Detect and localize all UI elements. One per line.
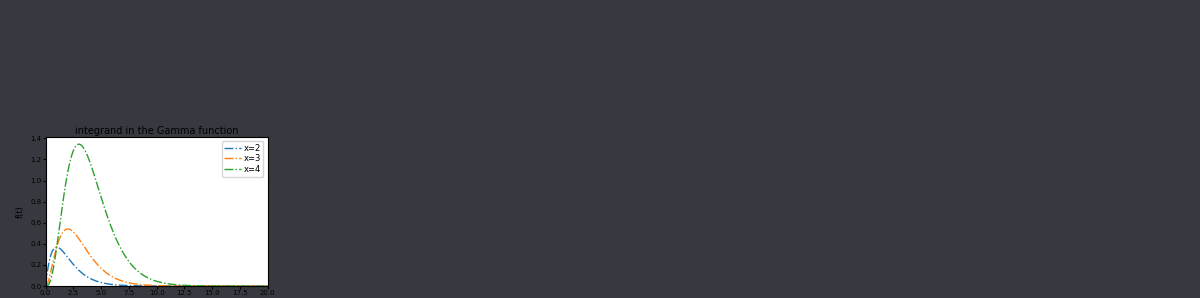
x=4 (61, 168, 76, 171)
x=2 (211, 284, 226, 288)
x=4 (216, 284, 230, 288)
x=3 (260, 284, 275, 288)
x=4 (191, 284, 205, 288)
x=4 (38, 284, 53, 288)
x=3 (61, 227, 76, 231)
Title: integrand in the Gamma function: integrand in the Gamma function (74, 126, 239, 136)
x=3 (61, 227, 76, 231)
Y-axis label: f(t): f(t) (16, 205, 25, 218)
Legend: x=2, x=3, x=4: x=2, x=3, x=4 (222, 141, 264, 177)
x=2 (216, 284, 230, 288)
Line: x=3: x=3 (46, 229, 268, 286)
x=4 (72, 142, 86, 146)
x=3 (216, 284, 230, 288)
x=4 (128, 267, 143, 271)
x=2 (128, 284, 143, 288)
x=3 (128, 282, 143, 286)
x=3 (211, 284, 226, 288)
x=2 (61, 257, 76, 260)
x=2 (191, 284, 205, 288)
x=4 (260, 284, 275, 288)
x=2 (137, 284, 151, 288)
x=4 (137, 274, 151, 277)
x=2 (38, 284, 53, 288)
x=4 (211, 284, 226, 288)
x=3 (38, 284, 53, 288)
Line: x=2: x=2 (46, 247, 268, 286)
Line: x=4: x=4 (46, 144, 268, 286)
x=2 (260, 284, 275, 288)
x=3 (191, 284, 205, 288)
x=2 (49, 246, 64, 249)
x=3 (137, 283, 151, 287)
